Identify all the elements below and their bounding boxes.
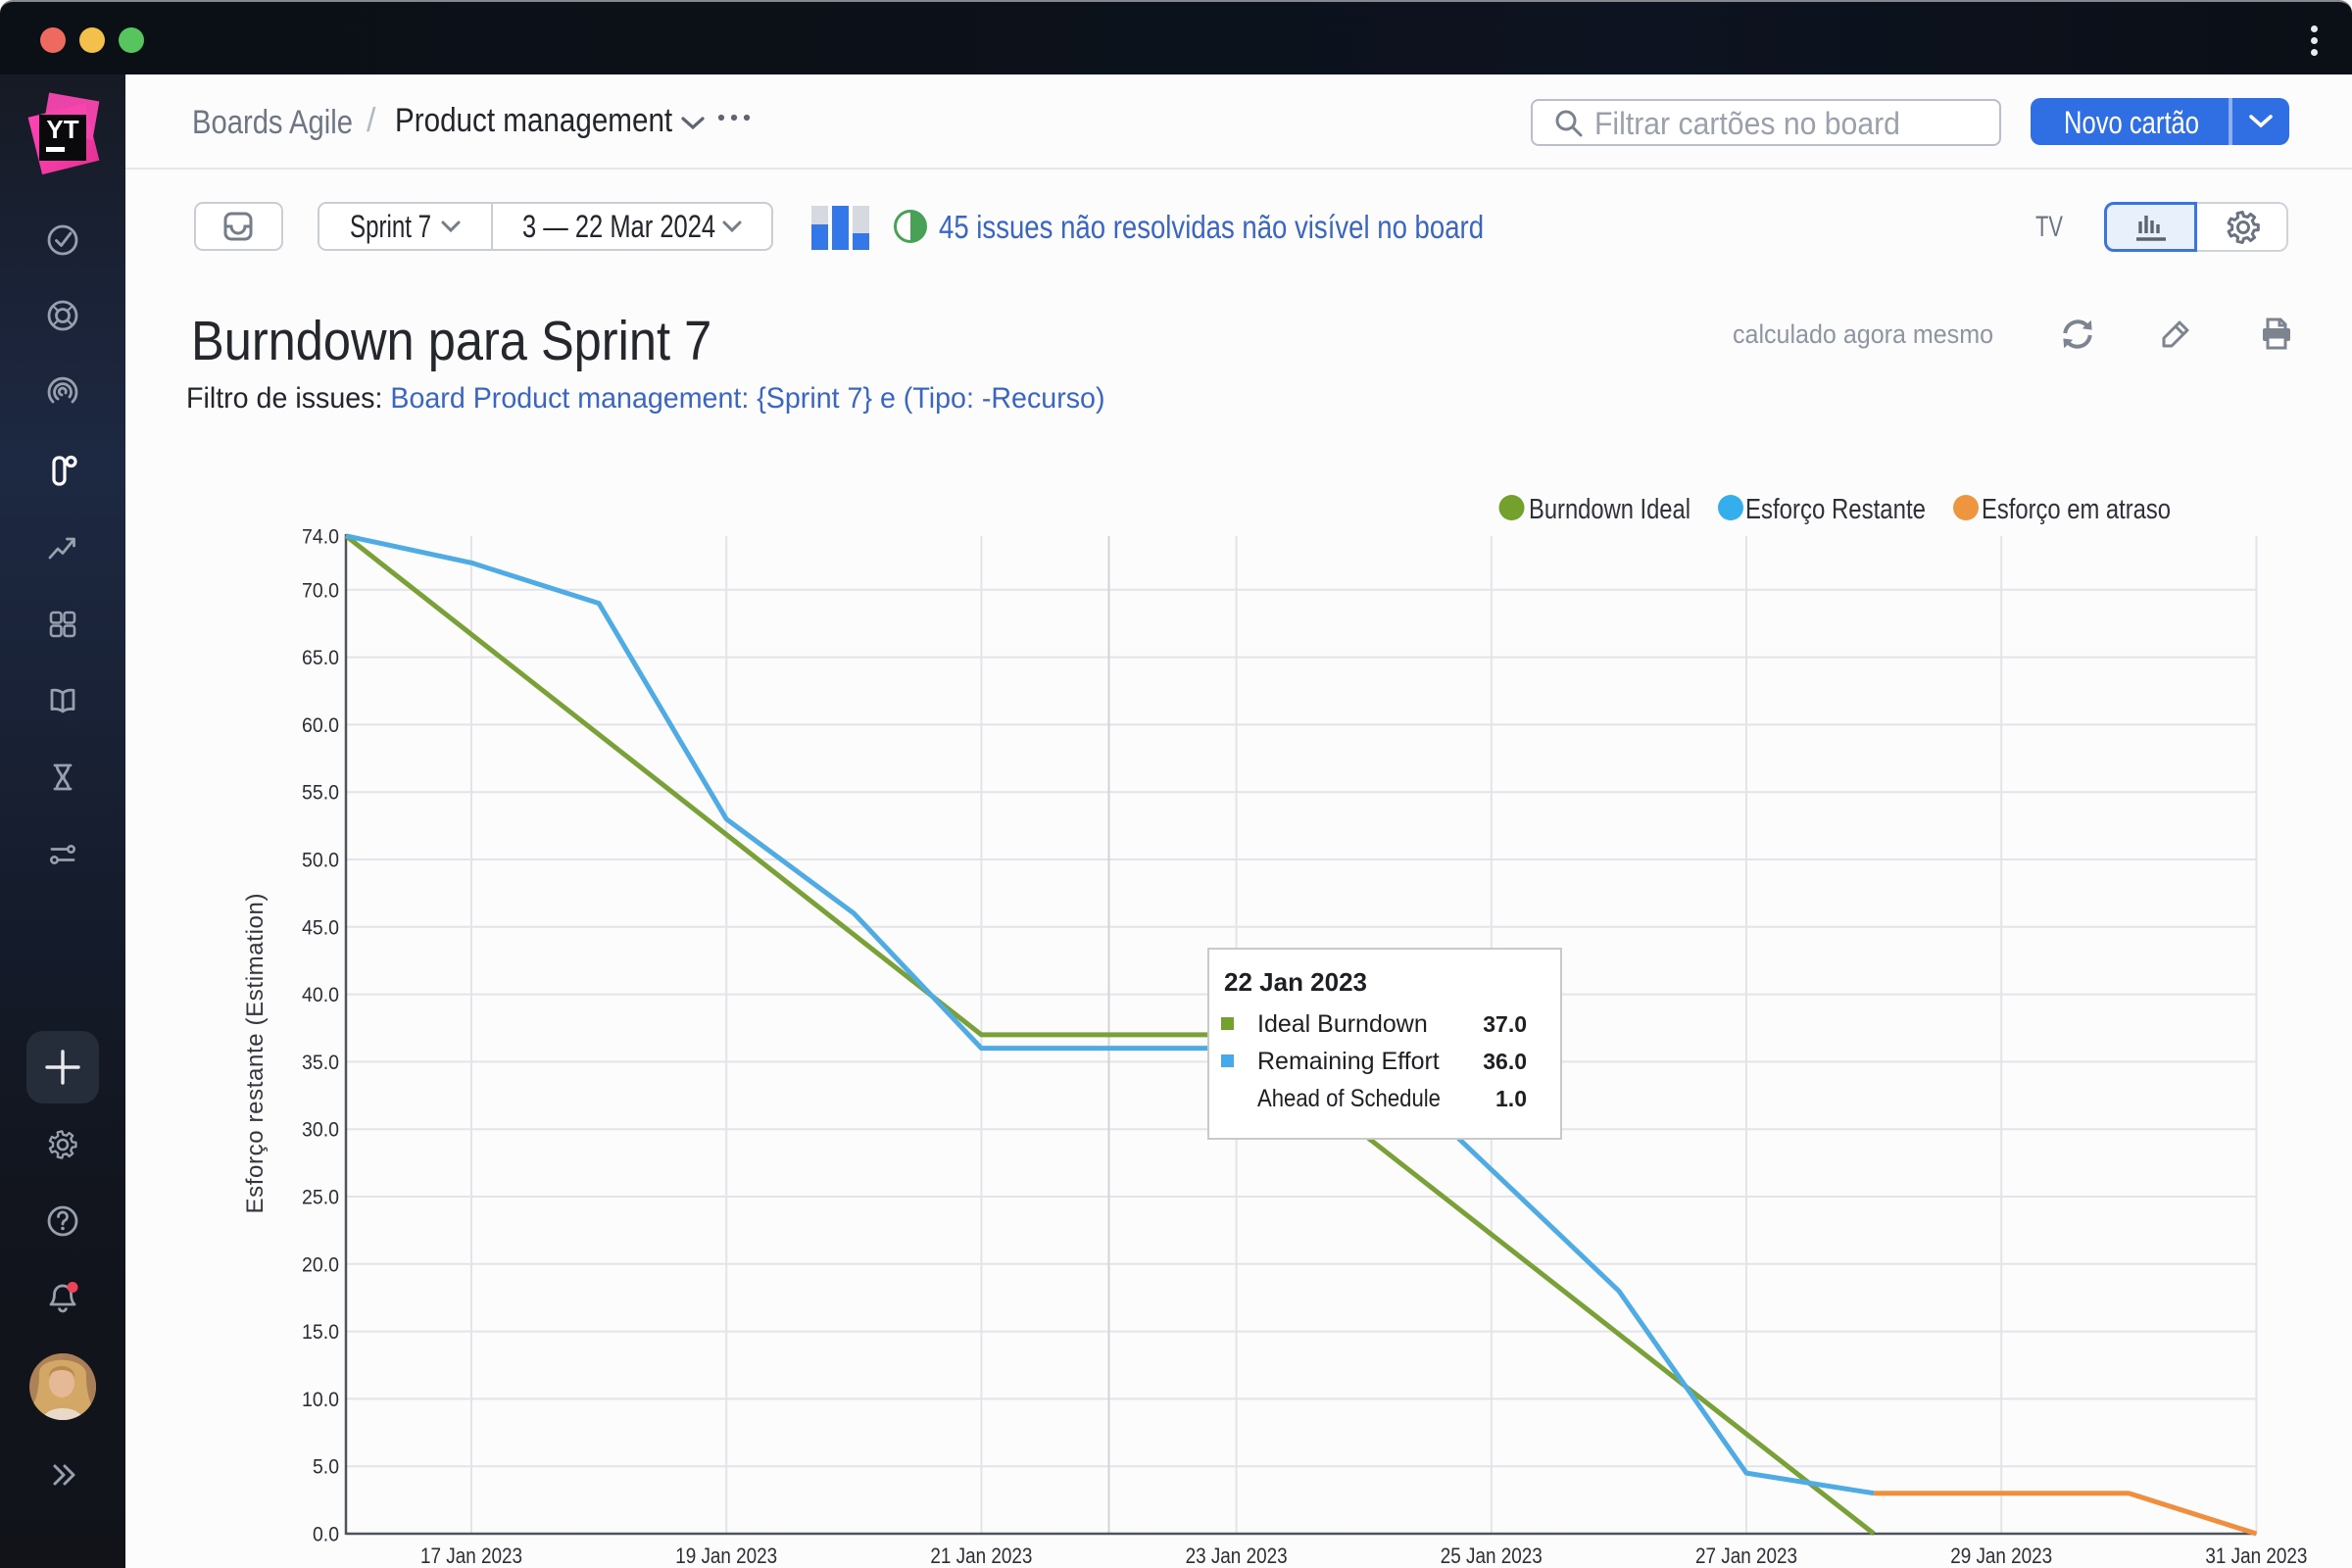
svg-text:5.0: 5.0 — [313, 1456, 339, 1479]
svg-text:30.0: 30.0 — [302, 1119, 339, 1142]
svg-text:19 Jan 2023: 19 Jan 2023 — [675, 1544, 777, 1568]
svg-text:17 Jan 2023: 17 Jan 2023 — [420, 1544, 522, 1568]
svg-text:Burndown Ideal: Burndown Ideal — [1529, 494, 1690, 525]
svg-text:35.0: 35.0 — [302, 1052, 339, 1074]
svg-text:0.0: 0.0 — [313, 1524, 339, 1546]
svg-text:Esforço em atraso: Esforço em atraso — [1982, 494, 2171, 525]
svg-text:70.0: 70.0 — [302, 579, 339, 602]
svg-text:29 Jan 2023: 29 Jan 2023 — [1950, 1544, 2052, 1568]
svg-text:15.0: 15.0 — [302, 1321, 339, 1344]
svg-text:25.0: 25.0 — [302, 1187, 339, 1209]
svg-text:50.0: 50.0 — [302, 850, 339, 872]
svg-text:31 Jan 2023: 31 Jan 2023 — [2205, 1544, 2307, 1568]
svg-text:YT: YT — [46, 115, 78, 144]
svg-text:40.0: 40.0 — [302, 984, 339, 1006]
svg-text:Esforço restante (Estimation): Esforço restante (Estimation) — [242, 894, 269, 1214]
svg-text:55.0: 55.0 — [302, 782, 339, 805]
svg-text:74.0: 74.0 — [302, 525, 339, 548]
svg-text:21 Jan 2023: 21 Jan 2023 — [930, 1544, 1032, 1568]
svg-text:20.0: 20.0 — [302, 1253, 339, 1276]
svg-text:Esforço Restante: Esforço Restante — [1745, 494, 1926, 525]
svg-text:27 Jan 2023: 27 Jan 2023 — [1695, 1544, 1797, 1568]
svg-text:23 Jan 2023: 23 Jan 2023 — [1186, 1544, 1288, 1568]
svg-text:10.0: 10.0 — [302, 1389, 339, 1411]
svg-text:45.0: 45.0 — [302, 916, 339, 939]
svg-text:25 Jan 2023: 25 Jan 2023 — [1441, 1544, 1543, 1568]
svg-text:65.0: 65.0 — [302, 647, 339, 669]
svg-text:60.0: 60.0 — [302, 714, 339, 737]
